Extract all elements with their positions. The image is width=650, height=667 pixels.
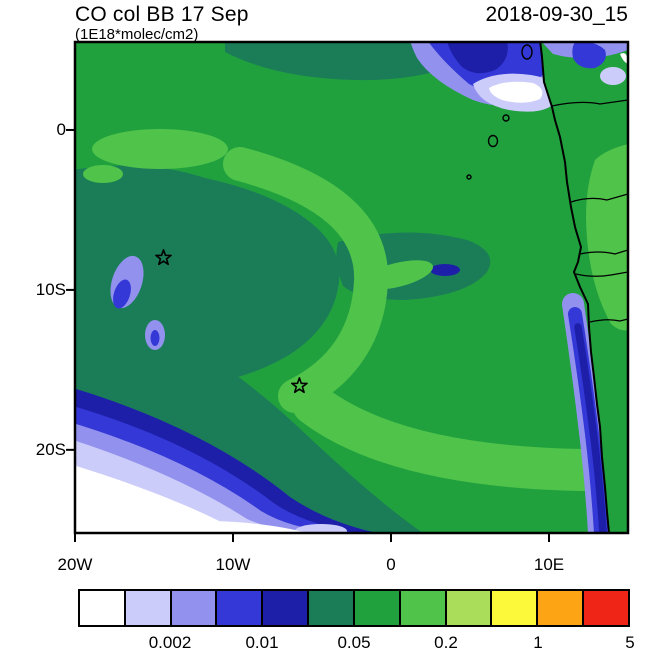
colorbar-cell xyxy=(446,591,493,625)
region-navy-ne xyxy=(447,42,508,74)
colorbar-tick-label: 5 xyxy=(625,633,635,652)
colorbar-tick-label: 0.05 xyxy=(337,633,371,652)
colorbar-tick-label: 0.01 xyxy=(245,633,279,652)
region-white-sw-finger xyxy=(215,521,307,533)
map-markers xyxy=(155,249,308,394)
region-navy-center-dot xyxy=(430,264,460,276)
colorbar-cell xyxy=(538,591,585,625)
border-line-3 xyxy=(579,249,628,255)
colorbar-cell xyxy=(125,591,172,625)
region-lightgreen-nw xyxy=(92,129,228,169)
colorbar-cell xyxy=(354,591,401,625)
colorbar-tick-label: 0.002 xyxy=(148,633,192,652)
region-white-land-corner xyxy=(620,53,628,64)
region-blue-pocket-2 xyxy=(150,330,160,346)
y-axis-label: 20S xyxy=(35,439,66,459)
region-white-sw-corner xyxy=(75,465,281,533)
colorbar-cell xyxy=(80,591,126,625)
region-lightgreen-bottom-band xyxy=(292,383,628,492)
axis-ticks xyxy=(66,128,550,542)
border-line-2 xyxy=(570,193,628,203)
colorbar-cell xyxy=(492,591,539,625)
region-navy-coast-strip xyxy=(574,323,607,533)
plot-datetime: 2018-09-30_15 xyxy=(485,3,628,26)
x-axis-label: 20W xyxy=(57,555,93,574)
border-line-5 xyxy=(589,318,628,323)
star-marker xyxy=(155,249,172,266)
colorbar-cell xyxy=(217,591,264,625)
colorbar-cell xyxy=(263,591,310,625)
region-lightgreen-center-arc xyxy=(360,260,434,290)
island-annobon xyxy=(466,174,472,180)
region-lavender-sw-finger xyxy=(295,524,347,533)
island-bioko xyxy=(521,44,533,60)
colorbar-cell xyxy=(309,591,355,625)
region-blue-pocket-1 xyxy=(113,279,131,309)
colorbar-cell xyxy=(171,591,218,625)
island-principe xyxy=(502,114,510,122)
map-border xyxy=(73,40,630,535)
plot-units: (1E18*molec/cm2) xyxy=(75,26,199,43)
y-axis-label: 0 xyxy=(56,119,66,139)
region-lightgreen-land-strip xyxy=(586,144,628,331)
border-line-4 xyxy=(575,271,628,277)
colorbar-cell xyxy=(584,591,628,625)
region-white-ne-core xyxy=(489,81,543,103)
star-marker xyxy=(291,377,308,394)
region-lavender-land-ne xyxy=(600,67,626,85)
border-line-1 xyxy=(551,99,628,107)
plot-title: CO col BB 17 Sep xyxy=(75,3,249,26)
x-axis-label: 10W xyxy=(215,555,251,574)
colorbar-tick-label: 0.2 xyxy=(434,633,458,652)
y-axis-label: 10S xyxy=(35,279,66,299)
map-canvas xyxy=(66,40,630,542)
region-blue-land-ne xyxy=(572,42,606,69)
colorbar xyxy=(78,589,630,627)
colorbar-cell xyxy=(400,591,447,625)
island-saotome xyxy=(487,134,499,148)
colorbar-tick-label: 1 xyxy=(533,633,543,652)
contour-field xyxy=(75,42,628,533)
region-lightgreen-nw2 xyxy=(83,165,123,183)
coastline xyxy=(539,42,610,533)
x-axis-label: 10E xyxy=(533,555,565,574)
x-axis-label: 0 xyxy=(386,555,396,574)
